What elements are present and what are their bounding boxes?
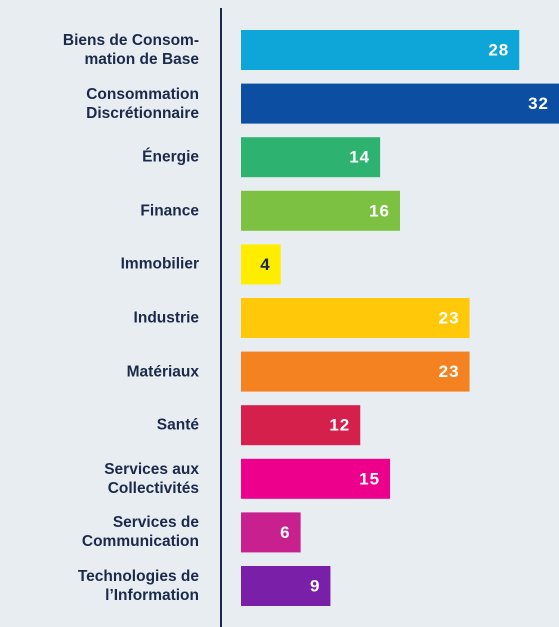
value-label: 14 bbox=[349, 148, 370, 167]
category-label: Biens de Consom- mation de Base bbox=[62, 32, 199, 68]
value-label: 23 bbox=[439, 362, 460, 381]
bar bbox=[241, 83, 559, 124]
category-label: Services aux Collectivités bbox=[104, 460, 199, 497]
value-label: 4 bbox=[260, 255, 270, 274]
bar bbox=[241, 30, 520, 70]
category-label: Immobilier bbox=[120, 255, 199, 273]
bar bbox=[241, 190, 400, 231]
category-label: Énergie bbox=[142, 148, 199, 166]
bar bbox=[241, 298, 470, 338]
bar bbox=[241, 566, 331, 606]
value-label: 28 bbox=[488, 40, 509, 59]
value-label: 15 bbox=[359, 469, 380, 488]
value-label: 16 bbox=[369, 201, 390, 220]
value-label: 32 bbox=[528, 94, 549, 113]
value-label: 9 bbox=[310, 576, 320, 595]
category-label: Technologies de l’Information bbox=[77, 568, 199, 604]
category-label: Industrie bbox=[133, 309, 199, 327]
bar bbox=[241, 137, 381, 178]
bar bbox=[241, 458, 391, 499]
category-label: Santé bbox=[156, 416, 199, 434]
category-label: Services de Communication bbox=[81, 514, 199, 551]
bar bbox=[241, 244, 281, 285]
bar bbox=[241, 512, 301, 553]
value-label: 6 bbox=[280, 523, 290, 542]
category-label: Matériaux bbox=[126, 363, 199, 381]
value-label: 23 bbox=[439, 308, 460, 327]
category-label: Consommation Discrétionnaire bbox=[86, 85, 199, 122]
value-label: 12 bbox=[329, 416, 350, 435]
bar bbox=[241, 351, 470, 392]
bar bbox=[241, 405, 361, 446]
category-label: Finance bbox=[140, 202, 199, 220]
